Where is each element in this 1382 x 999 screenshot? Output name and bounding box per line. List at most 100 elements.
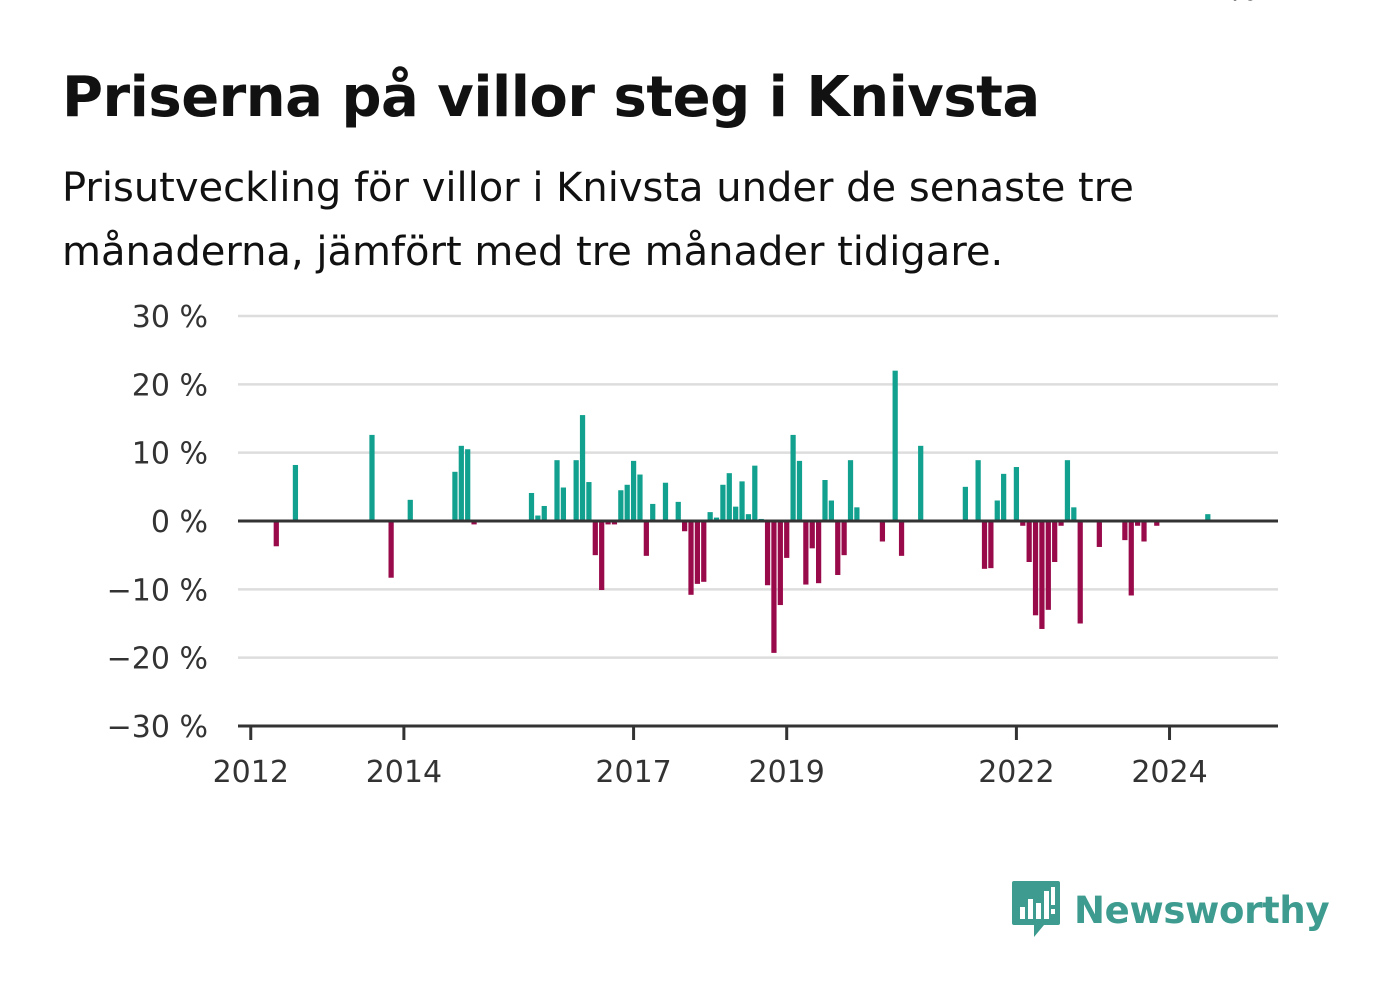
x-tick-label: 2014 — [366, 755, 442, 790]
bar — [809, 521, 815, 549]
bar — [682, 521, 688, 532]
bar — [1135, 521, 1141, 526]
bar — [701, 521, 707, 582]
bar — [465, 449, 471, 521]
bar — [784, 521, 790, 558]
bar — [1020, 521, 1026, 526]
bar — [586, 482, 592, 521]
bar — [637, 474, 643, 521]
bar — [407, 499, 413, 521]
bar — [816, 521, 822, 584]
bar — [579, 415, 586, 521]
bar — [630, 460, 637, 521]
bar — [1026, 521, 1032, 562]
bar — [1058, 521, 1064, 526]
bar — [828, 500, 834, 521]
bar — [662, 482, 669, 521]
newsworthy-logo-icon — [1012, 881, 1060, 937]
bar — [803, 521, 809, 585]
bar — [733, 506, 739, 521]
bar — [1141, 521, 1147, 542]
bar — [739, 481, 745, 521]
bar — [599, 521, 605, 591]
x-tick-label: 2022 — [978, 755, 1054, 790]
bar — [918, 445, 924, 521]
bar — [273, 521, 279, 547]
bar — [369, 434, 375, 521]
bar — [560, 487, 567, 521]
bar — [624, 484, 630, 521]
bar — [471, 521, 477, 525]
bar — [713, 517, 720, 521]
bar — [752, 465, 758, 521]
x-tick-label: 2024 — [1131, 755, 1207, 790]
bar — [726, 473, 732, 521]
bar — [605, 521, 611, 525]
bar — [764, 521, 771, 586]
last-value-label: 1 % — [1196, 0, 1257, 8]
bar — [879, 521, 886, 542]
bar — [592, 521, 598, 556]
bar — [981, 521, 988, 569]
y-axis-ticks: 30 % 20 % 10 % 0 % −10 % −20 % −30 % — [107, 300, 208, 745]
x-tick-label: 2019 — [749, 755, 825, 790]
chart-subtitle: Prisutveckling för villor i Knivsta unde… — [62, 165, 1134, 275]
bar — [292, 464, 299, 521]
bar — [771, 521, 777, 653]
bar — [452, 471, 458, 521]
bar — [1154, 521, 1160, 526]
bar — [1122, 521, 1128, 541]
bar — [745, 514, 752, 521]
bar — [975, 460, 981, 521]
bar — [1045, 521, 1051, 610]
bar — [1052, 521, 1058, 562]
bar — [1001, 473, 1007, 521]
bar — [898, 521, 905, 556]
bar — [1064, 460, 1071, 521]
bar — [994, 500, 1000, 521]
bar — [528, 492, 535, 521]
bar — [854, 507, 860, 521]
bar — [388, 521, 394, 578]
bar — [1032, 521, 1039, 616]
bar — [1077, 521, 1083, 624]
bar — [694, 521, 700, 584]
bar — [962, 486, 968, 521]
bar — [1128, 521, 1134, 596]
axes — [238, 519, 1278, 728]
bars — [273, 370, 1211, 653]
bar — [790, 434, 796, 521]
y-tick-label: 0 % — [151, 505, 208, 540]
bar — [841, 521, 847, 556]
y-tick-label: 30 % — [132, 300, 208, 335]
bar — [822, 480, 828, 521]
y-tick-label: −30 % — [107, 710, 208, 745]
y-tick-label: −10 % — [107, 573, 208, 608]
bar — [707, 512, 713, 521]
bar — [1205, 514, 1211, 521]
bar — [777, 521, 783, 606]
brand-name: Newsworthy — [1074, 888, 1330, 932]
bar — [554, 460, 560, 521]
bar — [892, 370, 898, 521]
chart-title: Priserna på villor steg i Knivsta — [62, 65, 1040, 130]
bar — [720, 484, 726, 521]
x-axis-ticks: 2012 2014 2017 2019 2022 2024 — [213, 726, 1208, 790]
y-tick-label: 10 % — [132, 437, 208, 472]
bar — [618, 490, 624, 521]
bar — [643, 521, 649, 556]
y-tick-label: 20 % — [132, 368, 208, 403]
bar — [458, 445, 464, 521]
bar — [835, 521, 841, 575]
bar — [1039, 521, 1045, 629]
bar — [688, 521, 694, 595]
y-tick-label: −20 % — [107, 642, 208, 677]
bar — [796, 460, 803, 521]
bar — [573, 460, 579, 521]
brand-logo: Newsworthy — [1010, 878, 1330, 942]
bar — [650, 503, 656, 521]
grid-lines — [238, 314, 1278, 659]
bar — [675, 501, 681, 521]
bar — [1096, 521, 1102, 547]
